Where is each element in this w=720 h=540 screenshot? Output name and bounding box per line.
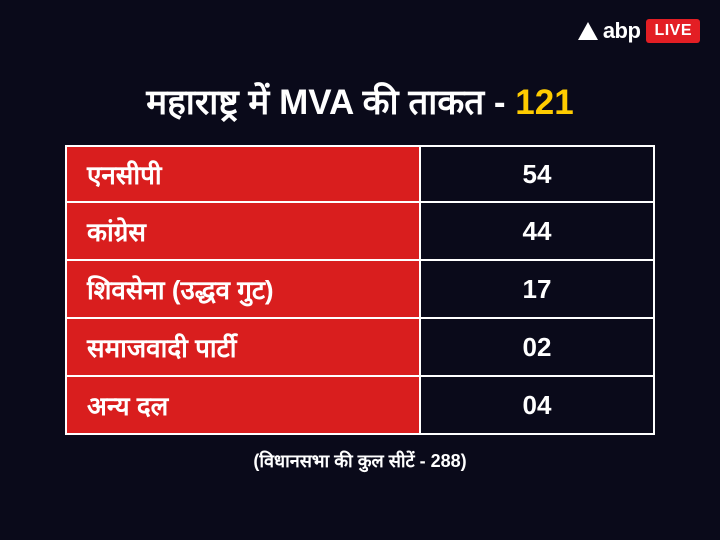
party-name-cell: समाजवादी पार्टी — [65, 319, 419, 377]
footer-note: (विधानसभा की कुल सीटें - 288) — [65, 449, 655, 473]
abp-brand-text: abp — [603, 18, 641, 44]
seats-count-cell: 44 — [419, 203, 655, 261]
table-row: एनसीपी 54 — [65, 145, 655, 203]
table-row: अन्य दल 04 — [65, 377, 655, 435]
abp-triangle-icon — [578, 22, 598, 40]
main-content: महाराष्ट्र में MVA की ताकत - 121 एनसीपी … — [65, 78, 655, 473]
title-highlight-number: 121 — [515, 83, 573, 122]
seats-count-cell: 02 — [419, 319, 655, 377]
title-main-text: महाराष्ट्र में MVA की ताकत - — [146, 83, 515, 122]
party-name-cell: अन्य दल — [65, 377, 419, 435]
seats-count-cell: 04 — [419, 377, 655, 435]
party-name-cell: एनसीपी — [65, 145, 419, 203]
channel-logo-area: abp LIVE — [578, 18, 700, 44]
seats-count-cell: 54 — [419, 145, 655, 203]
abp-logo: abp — [578, 18, 641, 44]
party-seats-table: एनसीपी 54 कांग्रेस 44 शिवसेना (उद्धव गुट… — [65, 145, 655, 435]
party-name-cell: शिवसेना (उद्धव गुट) — [65, 261, 419, 319]
live-badge: LIVE — [646, 19, 700, 43]
seats-count-cell: 17 — [419, 261, 655, 319]
table-row: समाजवादी पार्टी 02 — [65, 319, 655, 377]
headline-title: महाराष्ट्र में MVA की ताकत - 121 — [65, 78, 655, 125]
party-name-cell: कांग्रेस — [65, 203, 419, 261]
table-row: शिवसेना (उद्धव गुट) 17 — [65, 261, 655, 319]
table-row: कांग्रेस 44 — [65, 203, 655, 261]
